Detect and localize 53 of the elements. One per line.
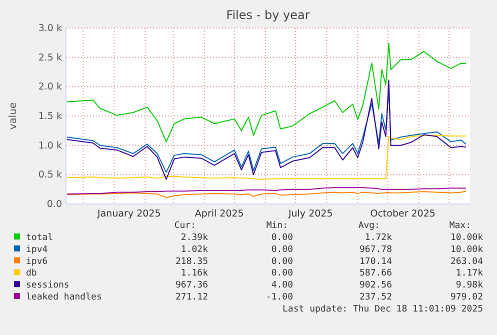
line-series (66, 80, 466, 180)
text: 237.52 (359, 292, 392, 302)
y-tick-label: 1.0 k (38, 140, 62, 152)
text: 4.00 (271, 280, 293, 291)
text: 1.72k (364, 233, 393, 243)
text: 1.16k (180, 268, 209, 279)
text: 2.39k (180, 233, 209, 243)
line-series (66, 190, 466, 198)
legend-label: leaked handles (26, 292, 102, 302)
text: 967.78 (359, 244, 392, 255)
text: 1.02k (180, 244, 209, 255)
legend-label: ipv6 (26, 256, 48, 267)
text: 0.00 (271, 244, 293, 255)
text: 10.00k (450, 233, 484, 243)
text: Cur: (174, 221, 196, 231)
x-tick-label: July 2025 (287, 208, 333, 220)
y-axis-title: value (8, 102, 19, 130)
y-tick-label: 3.0 k (38, 23, 62, 34)
text: 0.00 (271, 233, 293, 243)
text: 10.00k (450, 244, 484, 255)
text: 271.12 (175, 292, 208, 302)
y-tick-label: 1.5 k (38, 111, 62, 122)
text: Avg: (358, 221, 380, 231)
legend-label: total (26, 233, 54, 243)
line-series (66, 42, 466, 142)
text: 170.14 (359, 256, 392, 267)
y-tick-label: 2.5 k (38, 52, 62, 64)
legend-label: ipv4 (26, 244, 48, 255)
text: 0.00 (271, 256, 293, 267)
text: 979.02 (450, 292, 483, 302)
x-tick-label: April 2025 (194, 208, 244, 220)
line-series (66, 187, 466, 195)
line-series (66, 134, 466, 180)
text: 263.04 (450, 256, 483, 267)
legend-label: sessions (26, 280, 70, 291)
text: 9.98k (456, 280, 484, 291)
text: 0.00 (271, 268, 293, 279)
x-tick-label: January 2025 (96, 208, 161, 220)
text: 967.36 (175, 280, 208, 291)
text: 1.17k (456, 268, 484, 279)
legend-label: db (26, 268, 37, 279)
text: Last update: Thu Dec 18 11:01:09 2025 (282, 304, 483, 314)
y-tick-label: 2.0 k (38, 82, 62, 93)
text: Min: (266, 221, 288, 231)
text: -1.00 (266, 292, 293, 302)
chart-title: Files - by year (226, 8, 310, 22)
text: 902.56 (359, 280, 392, 291)
text: 587.66 (359, 268, 392, 279)
text: 218.35 (175, 256, 208, 267)
text: Max: (449, 221, 471, 231)
y-tick-label: 0.5 k (38, 170, 62, 181)
x-tick-label: October 2025 (370, 208, 436, 220)
y-tick-label: 0.0 (46, 199, 62, 210)
